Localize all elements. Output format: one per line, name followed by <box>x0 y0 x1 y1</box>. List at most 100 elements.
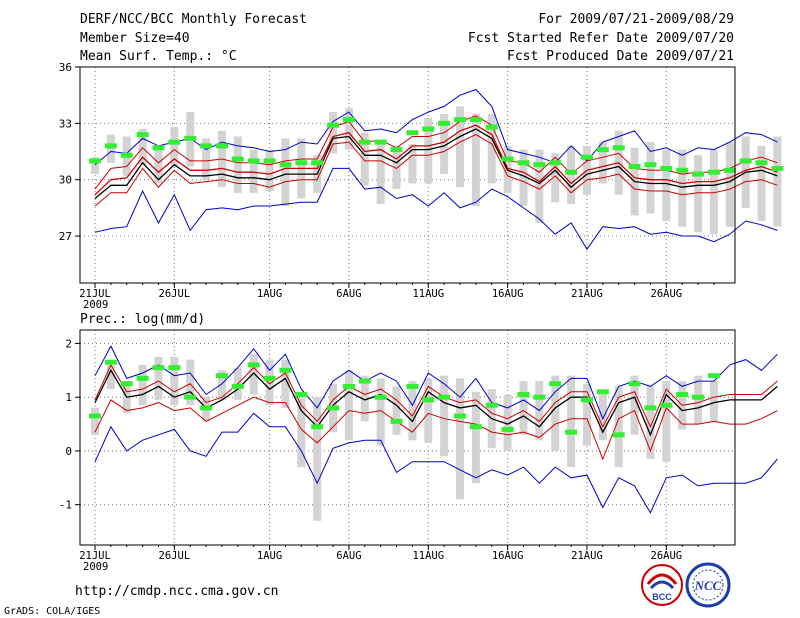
observed-marker <box>358 378 371 384</box>
range-bar <box>567 375 576 468</box>
y-tick-label: 27 <box>59 230 72 243</box>
range-bar <box>487 113 496 184</box>
observed-marker <box>295 392 308 397</box>
ncc-logo: NCC <box>685 562 731 608</box>
observed-marker <box>358 139 371 145</box>
observed-marker <box>168 365 181 371</box>
range-bar <box>519 149 528 206</box>
observed-marker <box>89 413 101 419</box>
ensemble-mean-line <box>94 128 778 200</box>
observed-marker <box>120 381 133 387</box>
range-bar <box>106 364 115 390</box>
observed-marker <box>517 160 530 166</box>
observed-marker <box>422 397 435 403</box>
y-tick-label: 0 <box>65 445 72 458</box>
range-bar <box>503 394 512 451</box>
x-tick-label: 16AUG <box>492 288 524 300</box>
x-tick-label: 6AUG <box>336 288 361 300</box>
observed-marker <box>644 405 657 411</box>
observed-marker <box>469 424 482 430</box>
header-period: For 2009/07/21-2009/08/29 <box>538 12 734 27</box>
range-bar <box>709 381 718 422</box>
y-tick-label: 30 <box>59 174 72 187</box>
range-bar <box>646 386 655 459</box>
range-bar <box>567 145 576 205</box>
precip-panel-title: Prec.: log(mm/d) <box>80 312 205 327</box>
footer-url: http://cmdp.ncc.cma.gov.cn <box>75 584 279 599</box>
range-bar <box>106 134 115 163</box>
range-bar <box>694 375 703 425</box>
year-label: 2009 <box>83 299 108 311</box>
observed-marker <box>311 424 324 430</box>
observed-marker <box>612 432 625 438</box>
observed-marker <box>596 389 609 395</box>
range-bar <box>233 136 242 193</box>
x-tick-label: 26AUG <box>651 288 683 300</box>
range-bar <box>582 383 591 446</box>
x-tick-label: 6AUG <box>336 550 361 562</box>
range-bar <box>202 138 211 180</box>
range-bar <box>138 128 147 165</box>
observed-marker <box>136 375 149 381</box>
observed-marker <box>215 143 228 149</box>
observed-marker <box>628 164 641 170</box>
range-bar <box>424 117 433 184</box>
range-bar <box>154 356 163 400</box>
observed-marker <box>692 394 705 400</box>
observed-marker <box>200 405 213 411</box>
observed-marker <box>184 394 197 400</box>
observed-marker <box>374 139 387 145</box>
range-bar <box>281 138 290 206</box>
observed-marker <box>517 392 530 397</box>
observed-marker <box>231 383 244 389</box>
ensemble-min-line <box>94 167 778 251</box>
observed-marker <box>707 373 720 379</box>
range-bar <box>757 145 766 222</box>
observed-marker <box>247 362 260 368</box>
range-bar <box>456 106 465 188</box>
range-bar <box>440 113 449 175</box>
observed-marker <box>406 383 419 389</box>
range-bar <box>249 149 258 193</box>
observed-marker <box>342 383 355 389</box>
observed-marker <box>374 394 387 400</box>
y-tick-label: 1 <box>65 391 72 404</box>
range-bar <box>678 149 687 227</box>
x-tick-label: 21AUG <box>571 550 603 562</box>
range-bar <box>773 136 782 227</box>
y-tick-label: 2 <box>65 337 72 350</box>
spread-lower-line <box>94 396 778 461</box>
header-member-size: Member Size=40 <box>80 31 190 46</box>
observed-marker <box>295 160 308 166</box>
observed-marker <box>692 171 705 177</box>
range-bar <box>376 378 385 446</box>
x-tick-label: 26JUL <box>159 550 191 562</box>
observed-marker <box>200 143 213 149</box>
observed-marker <box>263 375 276 381</box>
range-bar <box>471 113 480 206</box>
spread-lower-line <box>94 134 778 207</box>
x-tick-label: 16AUG <box>492 550 524 562</box>
range-bar <box>551 153 560 203</box>
range-bar <box>535 149 544 223</box>
observed-marker <box>438 394 451 400</box>
x-tick-label: 21JUL <box>79 550 111 562</box>
observed-marker <box>438 120 451 126</box>
observed-marker <box>644 162 657 168</box>
observed-marker <box>723 167 736 173</box>
range-bar <box>91 407 99 435</box>
x-tick-label: 21AUG <box>571 288 603 300</box>
observed-marker <box>596 147 609 153</box>
header-produced-date: Fcst Produced Date 2009/07/21 <box>507 49 734 64</box>
observed-marker <box>707 169 720 175</box>
observed-marker <box>104 143 117 149</box>
observed-marker <box>263 158 276 164</box>
observed-marker <box>612 145 625 151</box>
precipitation-panel: 21JUL 26JUL 1AUG 6AUG 11AUG 16AUG 21AUG 26AUG20… <box>59 329 778 573</box>
observed-marker <box>390 147 403 153</box>
x-tick-label: 26AUG <box>651 550 683 562</box>
observed-marker <box>152 145 165 151</box>
observed-marker <box>327 405 340 411</box>
observed-marker <box>422 126 435 132</box>
range-bar <box>646 142 655 214</box>
